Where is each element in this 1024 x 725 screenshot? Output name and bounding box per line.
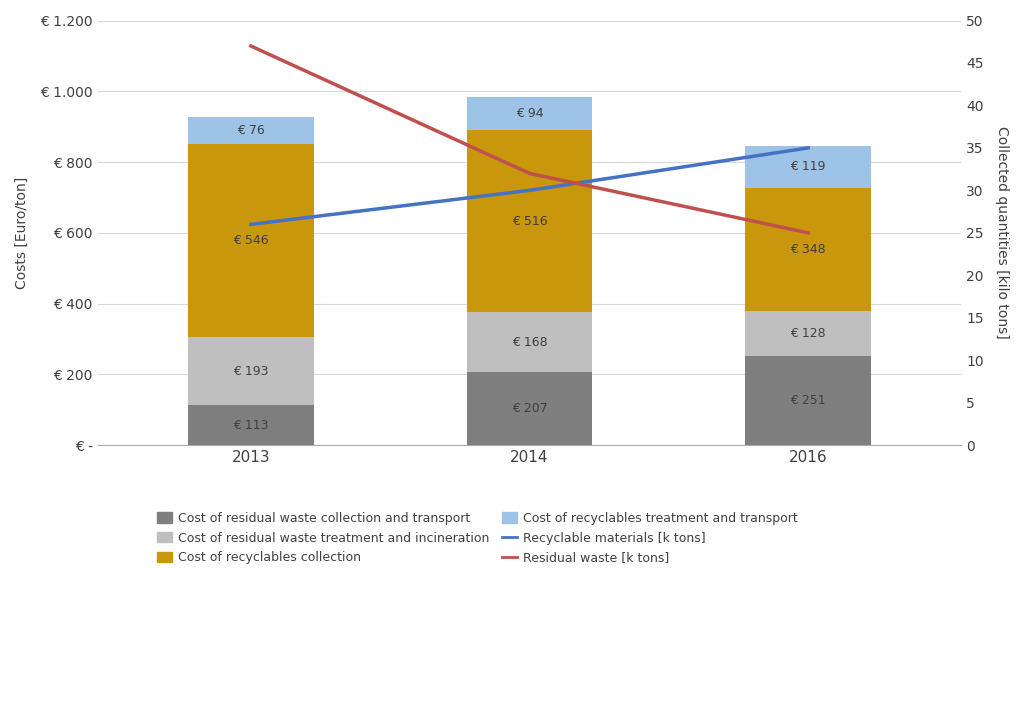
Text: € 193: € 193	[233, 365, 268, 378]
Text: € 76: € 76	[237, 124, 265, 137]
Bar	[467, 130, 592, 312]
Text: € 94: € 94	[516, 107, 544, 120]
Legend: Cost of residual waste collection and transport, Cost of residual waste treatmen: Cost of residual waste collection and tr…	[153, 507, 803, 569]
Bar	[467, 96, 592, 130]
Bar	[188, 144, 313, 337]
Text: € 348: € 348	[791, 243, 826, 256]
Text: € 113: € 113	[233, 418, 268, 431]
Bar	[467, 312, 592, 372]
Text: € 251: € 251	[791, 394, 826, 407]
Y-axis label: Collected quantities [kilo tons]: Collected quantities [kilo tons]	[995, 126, 1009, 339]
Text: € 516: € 516	[512, 215, 547, 228]
Text: € 207: € 207	[512, 402, 548, 415]
Text: € 128: € 128	[791, 327, 826, 340]
Bar	[745, 357, 870, 445]
Bar	[188, 405, 313, 445]
Text: € 119: € 119	[791, 160, 826, 173]
Bar	[188, 337, 313, 405]
Text: € 168: € 168	[512, 336, 547, 349]
Bar	[467, 372, 592, 445]
Bar	[745, 146, 870, 188]
Bar	[188, 117, 313, 144]
Bar	[745, 311, 870, 357]
Bar	[745, 188, 870, 311]
Y-axis label: Costs [Euro/ton]: Costs [Euro/ton]	[15, 177, 29, 289]
Text: € 546: € 546	[233, 233, 268, 247]
